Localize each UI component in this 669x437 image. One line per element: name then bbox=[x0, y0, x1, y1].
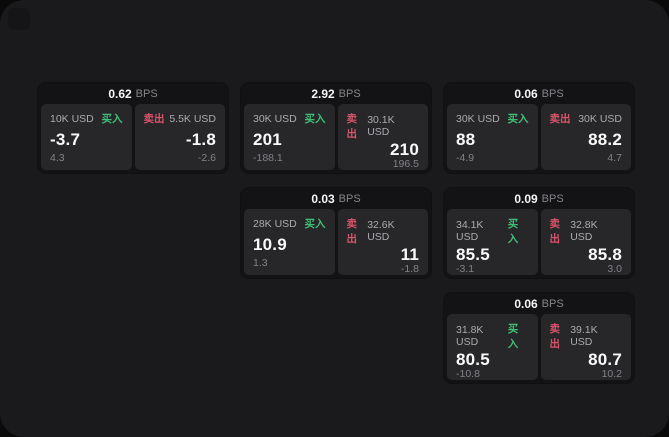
bps-header: 0.06 BPS bbox=[447, 83, 631, 104]
sell-price: 11 bbox=[400, 245, 419, 264]
buy-price: -3.7 bbox=[50, 129, 81, 149]
sell-amount: 32.6K USD bbox=[367, 219, 395, 243]
bps-unit: BPS bbox=[338, 87, 361, 100]
quote-card: 0.09 BPS 34.1K USD 买入 85.5 -3.1 卖出 32.8K… bbox=[444, 188, 634, 278]
sell-label: 卖出 bbox=[143, 113, 165, 125]
sell-label: 卖出 bbox=[346, 218, 358, 245]
buy-label: 买入 bbox=[101, 113, 123, 125]
buy-amount: 31.8K USD bbox=[456, 324, 484, 348]
sell-price: -1.8 bbox=[185, 129, 216, 149]
buy-panel[interactable]: 31.8K USD 买入 80.5 -10.8 bbox=[447, 314, 538, 380]
quote-card: 2.92 BPS 30K USD 买入 201 -188.1 卖出 30.1K … bbox=[241, 83, 431, 173]
app-logo[interactable] bbox=[8, 8, 30, 30]
buy-amount: 34.1K USD bbox=[456, 219, 484, 243]
sell-panel[interactable]: 卖出 5.5K USD -1.8 -2.6 bbox=[134, 104, 225, 170]
sell-panel[interactable]: 卖出 30.1K USD 210 196.5 bbox=[337, 104, 428, 170]
quote-card: 0.03 BPS 28K USD 买入 10.9 1.3 卖出 32.6K US… bbox=[241, 188, 431, 278]
buy-change: 4.3 bbox=[50, 152, 65, 164]
bps-value: 0.62 bbox=[108, 86, 132, 101]
quote-card: 0.06 BPS 31.8K USD 买入 80.5 -10.8 卖出 39.1… bbox=[444, 293, 634, 383]
quote-card: 0.62 BPS 10K USD 买入 -3.7 4.3 卖出 5.5K USD bbox=[38, 83, 228, 173]
buy-label: 买入 bbox=[304, 218, 326, 230]
bps-unit: BPS bbox=[541, 192, 564, 205]
sell-panel[interactable]: 卖出 32.6K USD 11 -1.8 bbox=[337, 209, 428, 275]
buy-price: 80.5 bbox=[456, 350, 490, 369]
sell-change: -1.8 bbox=[400, 263, 419, 275]
sell-price: 85.8 bbox=[588, 245, 622, 264]
buy-label: 买入 bbox=[304, 113, 326, 125]
sell-label: 卖出 bbox=[549, 323, 561, 350]
bps-unit: BPS bbox=[541, 87, 564, 100]
sell-price: 210 bbox=[390, 140, 419, 159]
sell-change: 3.0 bbox=[607, 263, 622, 275]
buy-panel[interactable]: 28K USD 买入 10.9 1.3 bbox=[244, 209, 335, 275]
bps-header: 2.92 BPS bbox=[244, 83, 428, 104]
buy-panel[interactable]: 30K USD 买入 88 -4.9 bbox=[447, 104, 538, 170]
bps-value: 0.06 bbox=[514, 296, 538, 311]
quote-card-grid: 0.62 BPS 10K USD 买入 -3.7 4.3 卖出 5.5K USD bbox=[38, 83, 634, 383]
buy-price: 88 bbox=[456, 129, 476, 149]
buy-change: -188.1 bbox=[253, 152, 283, 164]
buy-panel[interactable]: 30K USD 买入 201 -188.1 bbox=[244, 104, 335, 170]
sell-change: -2.6 bbox=[197, 152, 216, 164]
bps-unit: BPS bbox=[135, 87, 158, 100]
buy-amount: 10K USD bbox=[50, 112, 94, 125]
buy-amount: 30K USD bbox=[253, 112, 297, 125]
bps-unit: BPS bbox=[338, 192, 361, 205]
buy-change: -10.8 bbox=[456, 368, 480, 380]
sell-amount: 32.8K USD bbox=[570, 219, 598, 243]
sell-amount: 39.1K USD bbox=[570, 324, 598, 348]
buy-change: 1.3 bbox=[253, 257, 268, 269]
sell-panel[interactable]: 卖出 39.1K USD 80.7 10.2 bbox=[540, 314, 631, 380]
sell-change: 10.2 bbox=[601, 368, 622, 380]
buy-price: 201 bbox=[253, 129, 282, 149]
buy-change: -4.9 bbox=[456, 152, 475, 164]
sell-label: 卖出 bbox=[549, 218, 561, 245]
buy-label: 买入 bbox=[507, 218, 519, 245]
sell-price: 88.2 bbox=[588, 129, 622, 149]
bps-value: 0.03 bbox=[311, 191, 335, 206]
sell-change: 196.5 bbox=[392, 158, 419, 170]
bps-value: 0.09 bbox=[514, 191, 538, 206]
sell-amount: 5.5K USD bbox=[169, 112, 216, 125]
buy-change: -3.1 bbox=[456, 263, 475, 275]
quote-card: 0.06 BPS 30K USD 买入 88 -4.9 卖出 30K USD bbox=[444, 83, 634, 173]
buy-price: 85.5 bbox=[456, 245, 490, 264]
sell-amount: 30K USD bbox=[578, 112, 622, 125]
sell-label: 卖出 bbox=[346, 113, 358, 140]
bps-value: 0.06 bbox=[514, 86, 538, 101]
buy-amount: 30K USD bbox=[456, 112, 500, 125]
bps-value: 2.92 bbox=[311, 86, 335, 101]
buy-panel[interactable]: 34.1K USD 买入 85.5 -3.1 bbox=[447, 209, 538, 275]
sell-panel[interactable]: 卖出 30K USD 88.2 4.7 bbox=[540, 104, 631, 170]
bps-header: 0.62 BPS bbox=[41, 83, 225, 104]
bps-header: 0.09 BPS bbox=[447, 188, 631, 209]
bps-header: 0.03 BPS bbox=[244, 188, 428, 209]
buy-label: 买入 bbox=[507, 323, 519, 350]
buy-label: 买入 bbox=[507, 113, 529, 125]
sell-panel[interactable]: 卖出 32.8K USD 85.8 3.0 bbox=[540, 209, 631, 275]
sell-label: 卖出 bbox=[549, 113, 571, 125]
sell-amount: 30.1K USD bbox=[367, 114, 395, 138]
sell-price: 80.7 bbox=[588, 350, 622, 369]
buy-panel[interactable]: 10K USD 买入 -3.7 4.3 bbox=[41, 104, 132, 170]
buy-amount: 28K USD bbox=[253, 217, 297, 230]
sell-change: 4.7 bbox=[607, 152, 622, 164]
bps-header: 0.06 BPS bbox=[447, 293, 631, 314]
buy-price: 10.9 bbox=[253, 234, 287, 254]
bps-unit: BPS bbox=[541, 297, 564, 310]
